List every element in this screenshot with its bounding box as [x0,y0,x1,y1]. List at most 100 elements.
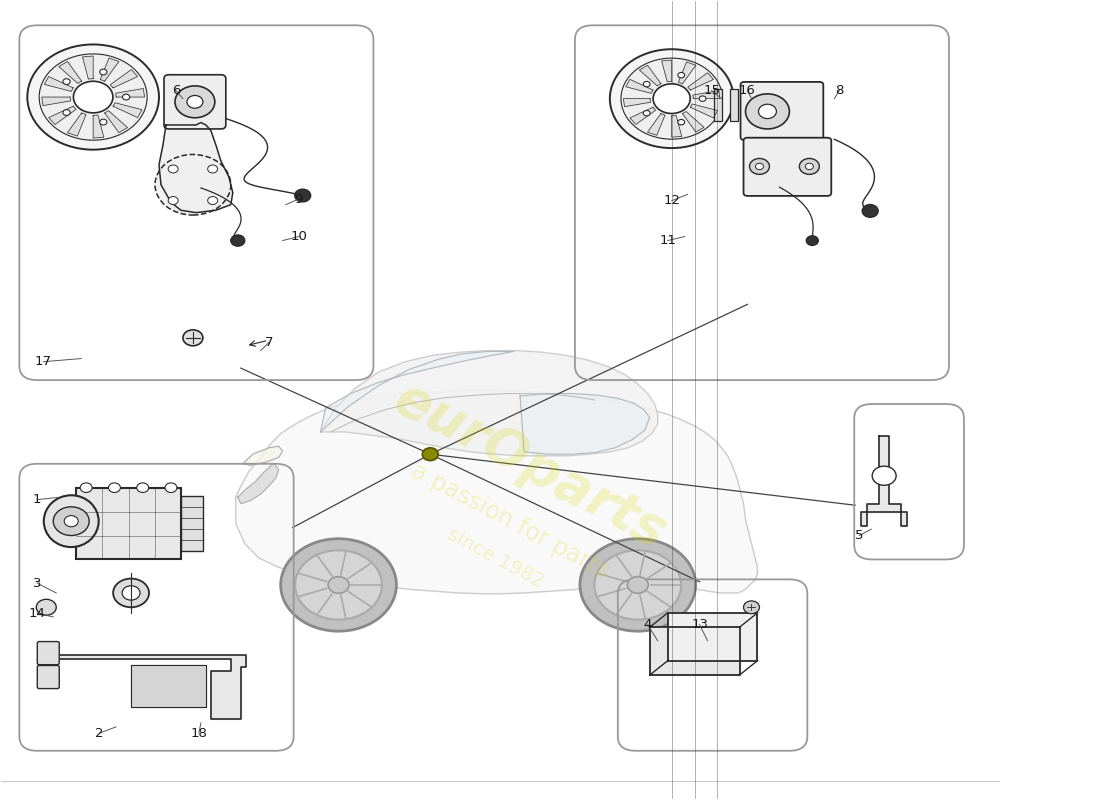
Polygon shape [662,60,672,82]
Polygon shape [131,665,206,707]
Polygon shape [56,655,245,719]
Text: 5: 5 [855,529,864,542]
Ellipse shape [44,495,99,547]
Circle shape [40,54,147,140]
FancyBboxPatch shape [740,82,823,140]
Text: 8: 8 [835,84,844,97]
Text: 6: 6 [172,84,180,97]
Circle shape [122,94,130,100]
Text: 12: 12 [663,194,680,207]
Circle shape [627,577,648,594]
Polygon shape [94,115,103,138]
FancyBboxPatch shape [164,74,226,129]
Text: 13: 13 [691,618,708,631]
Polygon shape [626,79,653,94]
Polygon shape [48,106,76,125]
Polygon shape [679,62,696,84]
Text: 14: 14 [29,607,46,620]
Circle shape [700,96,706,102]
Circle shape [231,235,245,246]
Text: 16: 16 [739,84,756,97]
Polygon shape [44,77,74,91]
FancyBboxPatch shape [76,488,180,559]
Polygon shape [320,350,658,456]
Text: 4: 4 [644,618,652,631]
Circle shape [653,84,690,114]
FancyBboxPatch shape [714,89,722,121]
Circle shape [100,119,107,125]
Circle shape [280,538,396,631]
Circle shape [168,197,178,205]
Circle shape [621,58,723,139]
Text: 17: 17 [35,355,52,368]
Polygon shape [650,627,739,675]
Circle shape [208,197,218,205]
Circle shape [594,550,681,620]
Circle shape [806,236,818,246]
Polygon shape [243,446,283,466]
Circle shape [36,599,56,615]
Polygon shape [100,58,119,81]
Circle shape [872,466,896,486]
Circle shape [74,82,113,113]
Circle shape [109,483,120,493]
Text: 10: 10 [290,230,307,243]
Circle shape [113,578,148,607]
Polygon shape [693,90,719,98]
Polygon shape [668,613,758,661]
Circle shape [328,577,349,594]
Text: 1: 1 [33,493,42,506]
Polygon shape [104,110,128,133]
Polygon shape [672,115,682,138]
Circle shape [165,483,177,493]
Text: 2: 2 [95,726,103,740]
Polygon shape [238,464,278,504]
Circle shape [63,78,70,85]
Polygon shape [67,113,86,136]
FancyBboxPatch shape [744,138,832,196]
Circle shape [295,550,382,620]
Polygon shape [648,114,666,135]
Polygon shape [520,394,650,454]
FancyBboxPatch shape [37,666,59,689]
Circle shape [208,165,218,173]
Circle shape [122,586,140,600]
Circle shape [64,515,78,526]
Polygon shape [630,107,656,125]
Circle shape [155,154,231,215]
Circle shape [295,189,310,202]
FancyBboxPatch shape [180,496,202,551]
Circle shape [644,82,650,87]
Polygon shape [639,66,661,86]
Polygon shape [691,104,717,118]
Circle shape [800,158,820,174]
Circle shape [80,483,92,493]
Circle shape [644,110,650,116]
Text: 18: 18 [190,726,207,740]
Circle shape [756,163,763,170]
Text: since 1982: since 1982 [443,525,547,591]
Circle shape [187,95,202,108]
Circle shape [136,483,149,493]
Circle shape [28,45,160,150]
FancyBboxPatch shape [729,89,737,121]
Polygon shape [235,390,758,594]
Polygon shape [320,351,514,432]
Polygon shape [82,56,94,79]
Circle shape [678,73,684,78]
Circle shape [749,158,769,174]
Polygon shape [682,111,704,132]
Polygon shape [160,122,233,213]
Circle shape [609,50,734,148]
Circle shape [678,119,684,125]
Polygon shape [116,89,144,97]
Circle shape [53,507,89,535]
Circle shape [422,448,438,461]
Polygon shape [688,73,714,90]
Text: 7: 7 [264,336,273,349]
Circle shape [862,205,878,218]
Text: a passion for parts: a passion for parts [407,459,613,583]
Polygon shape [624,98,650,106]
Circle shape [183,330,202,346]
Circle shape [100,69,107,75]
